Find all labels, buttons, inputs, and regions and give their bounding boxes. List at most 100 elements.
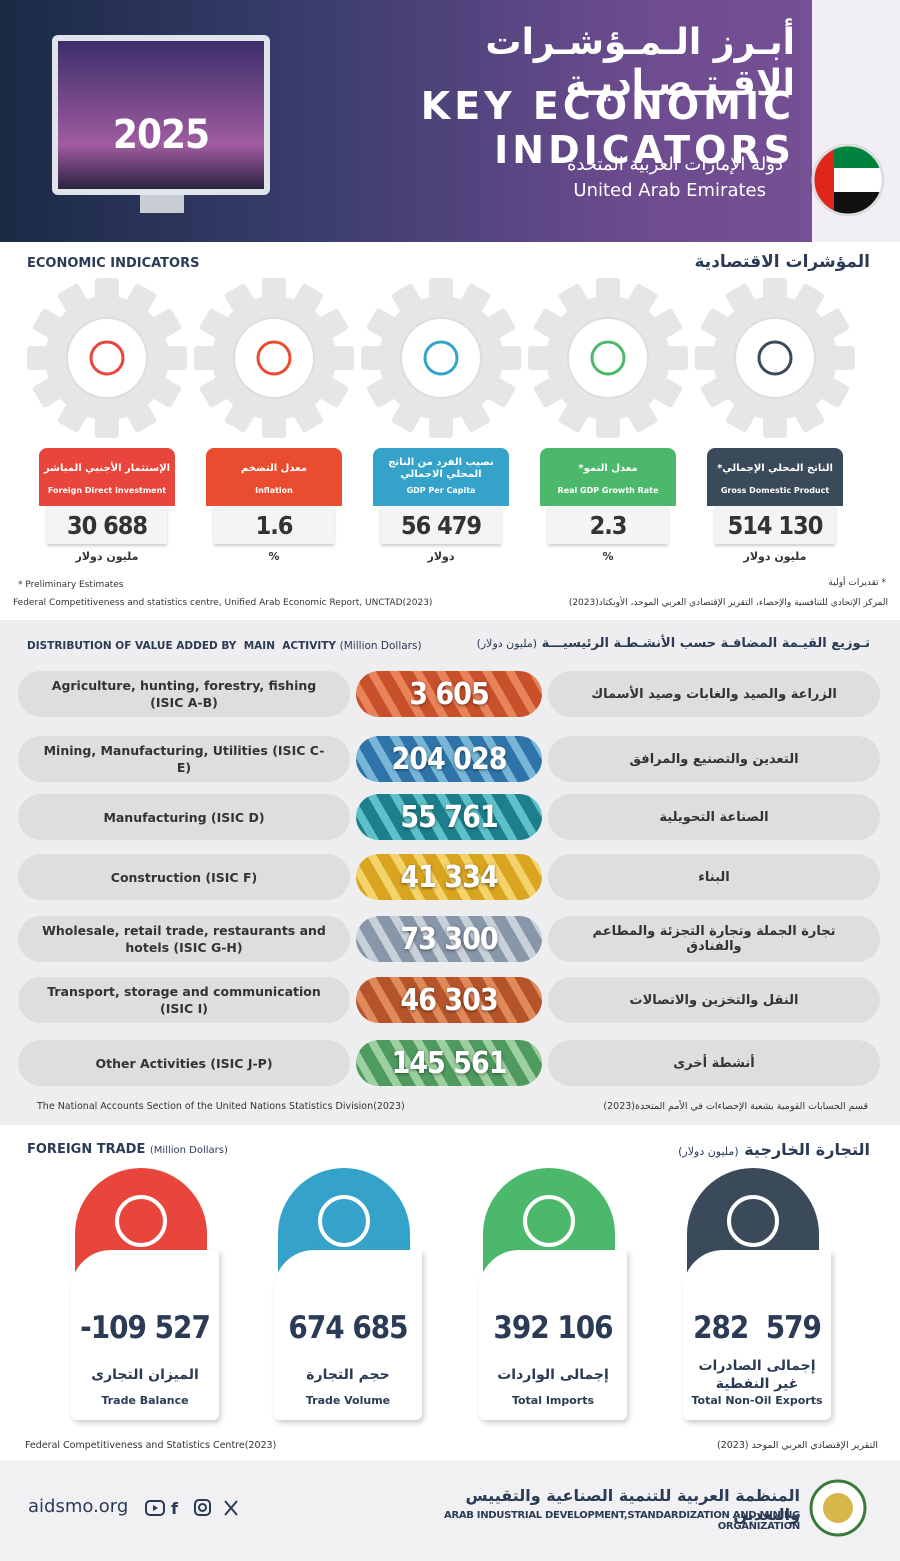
activity-ar: النقل والتخزين والاتصالات	[548, 977, 880, 1023]
source-en: Federal Competitiveness and Statistics C…	[25, 1440, 277, 1451]
social-icons: f	[145, 1499, 238, 1518]
gear	[528, 278, 688, 438]
activity-ar: أنشطة أخرى	[548, 1040, 880, 1086]
title-ar: أبـرز الـمـؤشـرات الاقـتـصـاديـة	[485, 22, 795, 104]
indicator-label-en: GDP Per Capita	[406, 486, 476, 495]
indicator-value: 30 688	[47, 506, 167, 544]
indicator-header	[540, 448, 676, 506]
gear	[194, 278, 354, 438]
activity-en: Agriculture, hunting, forestry, fishing …	[18, 671, 350, 717]
year: 2025	[112, 112, 210, 158]
trade-label-ar: الميزان التجارى	[91, 1367, 199, 1383]
section-title-ar: المؤشرات الاقتصادية	[694, 252, 871, 272]
activity-ar: التعدين والتصنيع والمرافق	[548, 736, 880, 782]
activity-en: Construction (ISIC F)	[18, 854, 350, 900]
indicator-label-ar: الناتج المحلي الإجمالي*	[717, 463, 833, 474]
activity-en: Transport, storage and communication (IS…	[18, 977, 350, 1023]
footer-bg	[0, 1460, 900, 1561]
source-ar: التقرير الإقتصادي العربي الموحد (2023)	[716, 1440, 878, 1451]
trade-label-en: Trade Balance	[101, 1394, 189, 1407]
activity-ar: البناء	[548, 854, 880, 900]
trade-label-ar: إجمالى الواردات	[497, 1367, 609, 1383]
monitor-stand	[140, 195, 184, 213]
trade-icon	[115, 1195, 167, 1247]
trade-icon	[523, 1195, 575, 1247]
activity-value: 3 605	[356, 671, 542, 717]
section-title-ar: تـوزيع القيـمة المضافـة حسب الأنشـطـة ال…	[440, 636, 870, 651]
trade-icon	[727, 1195, 779, 1247]
source-en: Federal Competitiveness and statistics c…	[13, 598, 433, 608]
gear	[695, 278, 855, 438]
section-title-en: DISTRIBUTION OF VALUE ADDED BY MAIN ACTI…	[27, 640, 422, 652]
activity-en: Manufacturing (ISIC D)	[18, 794, 350, 840]
indicator-value: 2.3	[548, 506, 668, 544]
website: aidsmo.org	[28, 1496, 129, 1517]
indicator-label-ar: معدل التضخم	[241, 463, 307, 474]
indicator-label-ar: الإستثمار الأجنبي المباشر	[43, 463, 171, 474]
activity-value: 145 561	[356, 1040, 542, 1086]
title: تـوزيع القيـمة المضافـة حسب الأنشـطـة ال…	[541, 636, 870, 651]
activity-ar: الصناعة التحويلية	[548, 794, 880, 840]
unit: (مليون دولار)	[476, 637, 538, 650]
indicator-label-en: Foreign Direct Investment	[47, 486, 167, 495]
activity-value: 73 300	[356, 916, 542, 962]
trade-value: 674 685	[288, 1310, 408, 1346]
trade-card	[683, 1250, 831, 1420]
indicator-header	[373, 448, 509, 506]
note-en: * Preliminary Estimates	[18, 580, 124, 590]
trade-card	[479, 1250, 627, 1420]
indicator-unit: دولار	[427, 550, 455, 563]
source-en: The National Accounts Section of the Uni…	[37, 1101, 405, 1112]
trade-value: 392 106	[493, 1310, 613, 1346]
title: التجارة الخارجية	[744, 1140, 870, 1159]
section-title-ar: التجارة الخارجية (مليون دولار)	[560, 1140, 870, 1159]
indicator-header	[707, 448, 843, 506]
indicator-label-en: Real GDP Growth Rate	[557, 486, 659, 495]
trade-label-en: Trade Volume	[305, 1394, 391, 1407]
activity-en: Other Activities (ISIC J-P)	[18, 1040, 350, 1086]
country-en: United Arab Emirates	[573, 180, 766, 201]
indicator-header	[206, 448, 342, 506]
title-en: KEY ECONOMIC INDICATORS	[420, 84, 795, 172]
gear	[361, 278, 521, 438]
flag	[811, 143, 885, 217]
gear	[27, 278, 187, 438]
org-en: ARAB INDUSTRIAL DEVELOPMENT,STANDARDIZAT…	[444, 1510, 800, 1532]
indicator-unit: مليون دولار	[75, 550, 139, 563]
title: DISTRIBUTION OF VALUE ADDED BY MAIN ACTI…	[27, 640, 336, 652]
activity-ar: الزراعة والصيد والغابات وصيد الأسماك	[548, 671, 880, 717]
activity-value: 46 303	[356, 977, 542, 1023]
note-ar: * تقديرات أولية	[828, 578, 886, 588]
source-ar: المركز الإتحادي للتنافسية والإحصاء، التق…	[568, 598, 888, 608]
trade-label-en: Total Imports	[511, 1394, 595, 1407]
trade-icon	[318, 1195, 370, 1247]
indicator-label-ar: نصيب الفرد من الناتج المحلي الاجمالي	[388, 457, 494, 480]
section-title-en: ECONOMIC INDICATORS	[27, 256, 200, 271]
activity-value: 204 028	[356, 736, 542, 782]
indicator-unit: %	[268, 550, 280, 563]
indicator-unit: مليون دولار	[743, 550, 807, 563]
trade-card	[71, 1250, 219, 1420]
indicator-unit: %	[602, 550, 614, 563]
activity-ar: تجارة الجملة وتجارة التجزئة والمطاعم وال…	[548, 916, 880, 962]
indicator-value: 1.6	[214, 506, 334, 544]
country-ar: دولة الإمارات العربية المتحدة	[566, 154, 783, 175]
indicator-label-en: Inflation	[255, 486, 293, 495]
indicator-value: 514 130	[715, 506, 835, 544]
activity-en: Wholesale, retail trade, restaurants and…	[18, 916, 350, 962]
org-logo	[809, 1479, 867, 1537]
activity-value: 41 334	[356, 854, 542, 900]
trade-card	[274, 1250, 422, 1420]
trade-label-ar: حجم التجارة	[306, 1367, 390, 1383]
monitor	[52, 35, 270, 195]
unit: (Million Dollars)	[339, 640, 422, 652]
trade-label-en: Total Non-Oil Exports	[691, 1394, 823, 1407]
indicator-header	[39, 448, 175, 506]
activity-en: Mining, Manufacturing, Utilities (ISIC C…	[18, 736, 350, 782]
title: FOREIGN TRADE	[27, 1142, 146, 1157]
trade-value: -109 527	[80, 1310, 211, 1346]
indicator-label-en: Gross Domestic Product	[720, 486, 830, 495]
unit: (Million Dollars)	[149, 1145, 228, 1156]
section-title-en: FOREIGN TRADE (Million Dollars)	[27, 1142, 228, 1157]
